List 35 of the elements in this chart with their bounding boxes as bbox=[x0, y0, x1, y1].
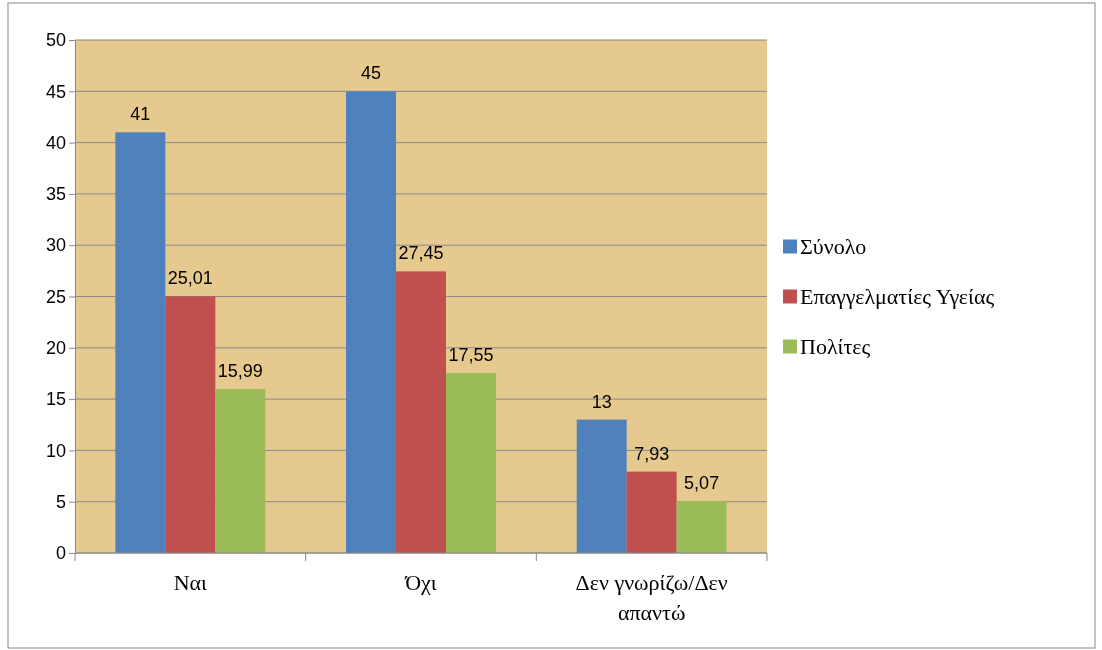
bar bbox=[165, 296, 216, 553]
bar bbox=[215, 388, 266, 553]
bar bbox=[626, 471, 677, 553]
data-label: 25,01 bbox=[167, 268, 213, 289]
bar bbox=[576, 419, 627, 553]
y-tick-label: 0 bbox=[55, 543, 66, 564]
y-tick-label: 35 bbox=[45, 184, 66, 205]
bar bbox=[346, 91, 397, 553]
legend-label: Επαγγελματίες Υγείας bbox=[800, 283, 995, 309]
y-tick-label: 15 bbox=[45, 389, 66, 410]
data-label: 7,93 bbox=[634, 443, 670, 464]
y-tick-label: 10 bbox=[45, 440, 66, 461]
y-tick-label: 50 bbox=[45, 30, 66, 51]
data-label: 41 bbox=[130, 104, 151, 125]
data-label: 13 bbox=[591, 391, 612, 412]
bar bbox=[676, 500, 727, 553]
data-label: 27,45 bbox=[398, 243, 444, 264]
bar bbox=[396, 271, 446, 553]
bar bbox=[445, 372, 496, 553]
y-tick-label: 30 bbox=[45, 235, 66, 256]
data-label: 45 bbox=[361, 63, 382, 84]
x-tick-label: Δεν γνωρίζω/Δεν απαντώ bbox=[575, 570, 728, 625]
x-tick-label: Ναι bbox=[173, 570, 208, 595]
legend-label: Σύνολο bbox=[800, 233, 867, 259]
data-label: 15,99 bbox=[217, 360, 263, 381]
y-tick-label: 20 bbox=[45, 338, 66, 359]
legend-label: Πολίτες bbox=[800, 333, 871, 359]
y-tick-label: 40 bbox=[45, 132, 66, 153]
data-label: 17,55 bbox=[448, 344, 494, 365]
y-tick-label: 25 bbox=[45, 286, 66, 307]
bar bbox=[115, 132, 166, 553]
y-tick-label: 5 bbox=[55, 491, 66, 512]
x-tick-label: Όχι bbox=[404, 570, 437, 595]
data-label: 5,07 bbox=[684, 472, 720, 493]
y-tick-label: 45 bbox=[45, 81, 66, 102]
